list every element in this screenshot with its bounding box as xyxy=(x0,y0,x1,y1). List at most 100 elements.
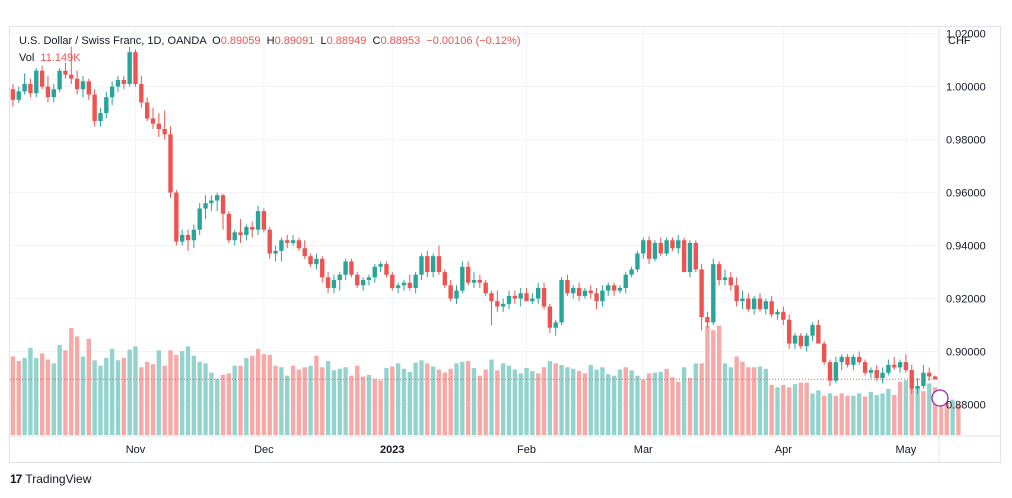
candle-body xyxy=(413,274,418,288)
candle-body xyxy=(10,89,16,100)
volume-bar xyxy=(109,348,115,435)
volume-bar xyxy=(401,368,407,435)
volume-bar xyxy=(722,363,728,435)
candle-body xyxy=(203,203,208,209)
volume-bar xyxy=(676,381,681,435)
candle-body xyxy=(477,280,483,283)
time-tick-label: Feb xyxy=(517,444,536,456)
volume-bar xyxy=(553,363,558,435)
volume-bar xyxy=(471,368,477,435)
volume-bar xyxy=(868,391,874,435)
volume-bar xyxy=(664,368,669,435)
volume-bar xyxy=(121,358,126,435)
volume-bar xyxy=(938,403,944,435)
candle-body xyxy=(804,335,809,347)
volume-bar xyxy=(600,367,605,435)
volume-bar xyxy=(57,344,62,435)
price-tick-label: 0.96000 xyxy=(946,188,986,200)
candle-body xyxy=(786,319,792,344)
candle-body xyxy=(874,370,879,379)
volume-bar xyxy=(314,355,319,435)
volume-bar xyxy=(687,378,693,435)
candle-body xyxy=(909,370,914,389)
candle-body xyxy=(320,258,325,278)
candle-body xyxy=(267,229,272,254)
volume-bar xyxy=(69,327,74,435)
candle-body xyxy=(565,280,570,294)
candle-body xyxy=(430,256,436,273)
legend-change: −0.00106 (−0.12%) xyxy=(426,35,521,47)
volume-bar xyxy=(506,365,512,435)
candle-body xyxy=(903,362,909,371)
candle-body xyxy=(646,240,652,259)
volume-bar xyxy=(489,359,494,435)
volume-bar xyxy=(460,361,465,435)
volume-bar xyxy=(897,381,903,435)
candle-body xyxy=(775,311,780,315)
candle-body xyxy=(915,385,920,389)
candle-body xyxy=(711,264,716,323)
time-tick-label: Dec xyxy=(254,444,274,456)
price-axis[interactable]: 1.02000 1.00000 0.98000 0.96000 0.94000 0.920… xyxy=(946,29,986,412)
volume-bar xyxy=(261,354,267,435)
volume-bar xyxy=(559,364,564,435)
volume-bar xyxy=(839,393,844,435)
legend-high-label: H xyxy=(266,35,275,47)
candle-body xyxy=(185,234,191,241)
candle-body xyxy=(851,356,856,365)
volume-bar xyxy=(483,369,488,435)
candle-body xyxy=(454,290,459,299)
volume-bar xyxy=(448,368,453,435)
chart-frame[interactable] xyxy=(9,26,1001,463)
time-axis[interactable]: Nov Dec 2023 Feb Mar Apr May xyxy=(126,444,917,456)
volume-bar xyxy=(191,355,197,435)
legend-volume: Vol 11.149K xyxy=(19,52,81,64)
legend-symbol[interactable]: U.S. Dollar / Swiss Franc, 1D, OANDA xyxy=(19,35,207,47)
candle-body xyxy=(448,285,453,299)
volume-bar xyxy=(185,346,191,435)
candle-body xyxy=(285,240,290,243)
time-tick-label: Mar xyxy=(634,444,653,456)
volume-bar xyxy=(874,394,879,435)
goto-realtime-icon[interactable] xyxy=(931,389,949,407)
candle-body xyxy=(658,242,663,254)
candle-body xyxy=(582,290,588,296)
volume-bar xyxy=(378,380,383,435)
legend-close-value: 0.88953 xyxy=(380,35,421,47)
volume-bar xyxy=(588,364,593,435)
candle-body xyxy=(290,240,296,243)
candle-body xyxy=(652,242,658,259)
candle-body xyxy=(139,83,144,103)
volume-bar xyxy=(51,363,56,435)
candle-body xyxy=(69,74,74,79)
volume-bar xyxy=(775,387,780,435)
candle-body xyxy=(179,234,185,242)
volume-bar xyxy=(244,358,249,435)
volume-bar xyxy=(623,367,628,435)
candle-body xyxy=(325,277,331,288)
candle-body xyxy=(279,240,284,251)
candle-body xyxy=(255,211,261,230)
candle-body xyxy=(722,277,728,281)
volume-bar xyxy=(238,365,243,435)
price-tick-label: 0.94000 xyxy=(946,241,986,253)
volume-bar xyxy=(413,362,418,435)
candle-body xyxy=(892,364,897,368)
volume-bar xyxy=(763,368,769,435)
candle-body xyxy=(156,123,162,129)
volume-bar xyxy=(751,367,757,435)
volume-bar xyxy=(209,372,214,435)
currency-label[interactable]: CHF xyxy=(948,35,971,47)
candle-body xyxy=(681,240,687,273)
candle-body xyxy=(314,258,319,265)
volume-bar xyxy=(45,359,51,435)
legend-vol-label[interactable]: Vol xyxy=(19,52,35,64)
tradingview-footer[interactable]: 17 TradingView xyxy=(10,472,91,486)
legend-high-value: 0.89091 xyxy=(274,35,315,47)
volume-bar xyxy=(419,360,424,435)
legend-close-label: C xyxy=(372,35,381,47)
candle-body xyxy=(121,79,126,84)
volume-bar xyxy=(769,384,774,435)
legend-open-value: 0.89059 xyxy=(220,35,261,47)
